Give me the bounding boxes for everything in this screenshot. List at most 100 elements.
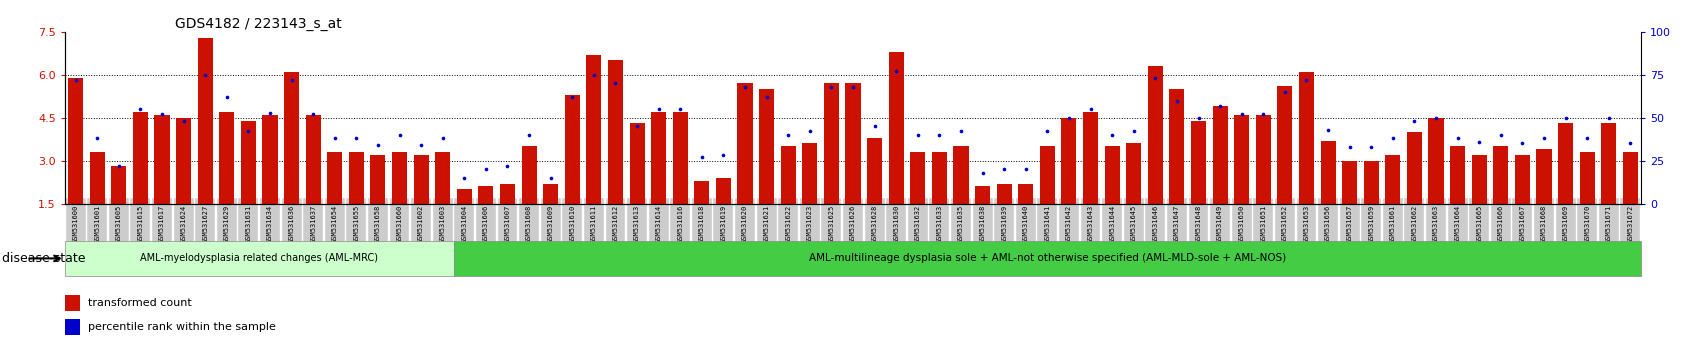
Point	[687, 154, 714, 160]
Bar	[1038, 146, 1054, 204]
Bar	[1342, 161, 1357, 204]
Point	[385, 132, 413, 138]
Point	[861, 124, 888, 129]
Bar	[111, 166, 126, 204]
Bar	[327, 152, 343, 204]
Bar	[305, 115, 321, 204]
Bar	[846, 84, 859, 204]
Point	[1422, 115, 1449, 121]
Point	[602, 81, 629, 86]
Bar	[1362, 161, 1378, 204]
Bar	[1557, 124, 1572, 204]
Text: AML-multilineage dysplasia sole + AML-not otherwise specified (AML-MLD-sole + AM: AML-multilineage dysplasia sole + AML-no…	[808, 253, 1286, 263]
Point	[191, 72, 218, 78]
Bar	[888, 52, 904, 204]
Point	[1205, 103, 1233, 109]
Bar	[1212, 106, 1228, 204]
Text: percentile rank within the sample: percentile rank within the sample	[89, 322, 276, 332]
Point	[450, 175, 477, 181]
Bar	[824, 84, 839, 204]
Text: disease state: disease state	[2, 252, 85, 265]
Bar	[866, 138, 881, 204]
Point	[1378, 136, 1405, 141]
Point	[537, 175, 564, 181]
Bar	[65, 295, 80, 311]
Bar	[1514, 155, 1529, 204]
Bar	[263, 115, 278, 204]
Bar	[413, 155, 428, 204]
Bar	[133, 112, 148, 204]
Point	[1076, 106, 1103, 112]
Point	[774, 132, 801, 138]
Bar	[1384, 155, 1400, 204]
Point	[1033, 129, 1061, 134]
Bar	[65, 241, 454, 276]
Bar	[65, 319, 80, 335]
Bar	[759, 89, 774, 204]
Bar	[781, 146, 795, 204]
Point	[61, 77, 89, 83]
Point	[321, 136, 348, 141]
Point	[84, 136, 111, 141]
Point	[881, 69, 909, 74]
Bar	[1579, 152, 1594, 204]
Bar	[435, 152, 450, 204]
Point	[278, 77, 305, 83]
Point	[1552, 115, 1579, 121]
Bar	[1427, 118, 1442, 204]
Bar	[477, 186, 493, 204]
Point	[1616, 141, 1644, 146]
Point	[343, 136, 370, 141]
Point	[1594, 115, 1621, 121]
Point	[1507, 141, 1534, 146]
Bar	[240, 121, 256, 204]
Bar	[1083, 112, 1098, 204]
Bar	[370, 155, 385, 204]
Bar	[587, 55, 602, 204]
Point	[644, 106, 672, 112]
Bar	[910, 152, 924, 204]
Bar	[1190, 121, 1205, 204]
Point	[1572, 136, 1599, 141]
Bar	[1061, 118, 1076, 204]
Point	[106, 163, 133, 169]
Point	[1442, 136, 1470, 141]
Bar	[1471, 155, 1485, 204]
Bar	[1601, 124, 1615, 204]
Bar	[1449, 146, 1465, 204]
Point	[1055, 115, 1083, 121]
Point	[170, 118, 198, 124]
Point	[580, 72, 607, 78]
Point	[558, 94, 585, 100]
Bar	[1492, 146, 1507, 204]
Point	[430, 136, 457, 141]
Bar	[975, 186, 989, 204]
Point	[407, 142, 435, 148]
Bar	[1255, 115, 1270, 204]
Point	[1011, 166, 1038, 172]
Point	[1098, 132, 1125, 138]
Bar	[1018, 183, 1033, 204]
Bar	[931, 152, 946, 204]
Bar	[220, 112, 234, 204]
Bar	[629, 124, 644, 204]
Text: AML-myelodysplasia related changes (AML-MRC): AML-myelodysplasia related changes (AML-…	[140, 253, 379, 263]
Bar	[1320, 141, 1335, 204]
Point	[493, 163, 520, 169]
Bar	[198, 38, 213, 204]
Point	[731, 84, 759, 90]
Point	[1465, 139, 1492, 144]
Bar	[1233, 115, 1248, 204]
Bar	[90, 152, 104, 204]
Bar	[392, 152, 407, 204]
Bar	[1103, 146, 1118, 204]
Bar	[283, 72, 298, 204]
Point	[213, 94, 240, 100]
Bar	[651, 112, 667, 204]
Point	[817, 84, 844, 90]
Point	[472, 166, 500, 172]
Point	[515, 132, 542, 138]
Point	[300, 112, 327, 117]
Bar	[694, 181, 709, 204]
Point	[1400, 118, 1427, 124]
